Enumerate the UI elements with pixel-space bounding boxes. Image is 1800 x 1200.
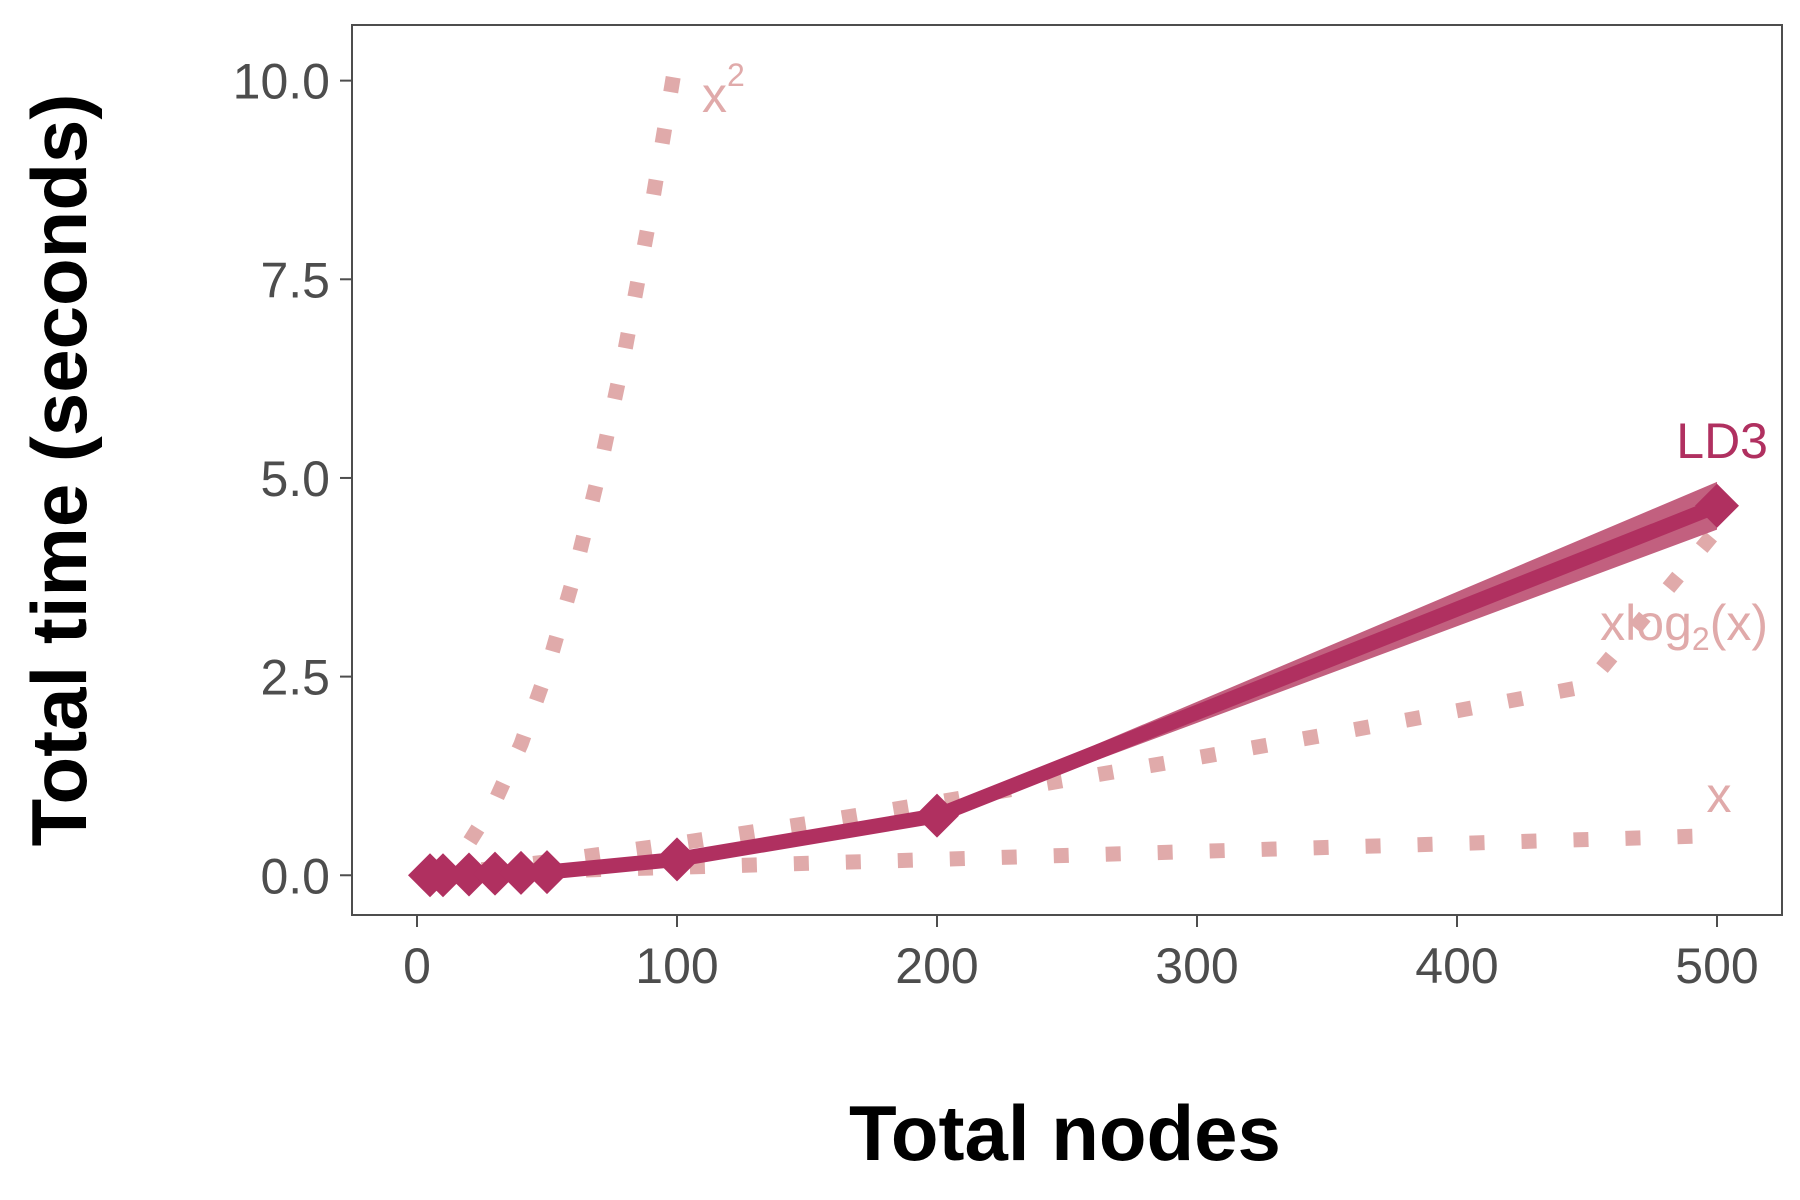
y-axis-title: Total time (seconds) bbox=[15, 94, 103, 847]
x-tick-label: 0 bbox=[403, 938, 431, 994]
series-label-xlog2x-base: xlog bbox=[1600, 595, 1692, 651]
series-label-x-linear: x bbox=[1707, 767, 1732, 823]
data-point-ld3 bbox=[499, 850, 543, 895]
x-axis: 0 100 200 300 400 500 bbox=[403, 915, 1759, 994]
x-tick-label: 500 bbox=[1675, 938, 1758, 994]
data-point-ld3 bbox=[421, 853, 465, 898]
series-label-x-squared-base: x bbox=[702, 67, 727, 123]
data-point-ld3 bbox=[525, 850, 569, 895]
series-label-ld3: LD3 bbox=[1676, 413, 1768, 469]
x-tick-label: 200 bbox=[895, 938, 978, 994]
series-label-xlog2x-subscript: 2 bbox=[1692, 621, 1710, 657]
data-point-ld3 bbox=[473, 851, 517, 896]
series-label-x-squared-superscript: 2 bbox=[727, 57, 745, 93]
plot-panel bbox=[351, 24, 1783, 916]
series-line-dotted-3 bbox=[429, 828, 1718, 882]
y-tick-label: 0.0 bbox=[260, 848, 330, 904]
y-tick-label: 7.5 bbox=[260, 252, 330, 308]
x-tick-label: 400 bbox=[1415, 938, 1498, 994]
y-tick-label: 10.0 bbox=[233, 54, 330, 110]
data-point-ld3 bbox=[655, 837, 699, 882]
series-label-x-linear-text: x bbox=[1707, 767, 1732, 823]
series-label-xlog2x-suffix: (x) bbox=[1710, 595, 1768, 651]
x-tick-label: 100 bbox=[635, 938, 718, 994]
y-tick-label: 2.5 bbox=[260, 650, 330, 706]
series-label-x-squared: x2 bbox=[702, 57, 745, 123]
x-axis-title: Total nodes bbox=[849, 1089, 1281, 1177]
series-label-ld3-text: LD3 bbox=[1676, 413, 1768, 469]
series-line-dotted-2 bbox=[429, 524, 1723, 882]
data-point-ld3 bbox=[1695, 483, 1739, 528]
series-labels: LD3 x2 xlog2(x) x bbox=[702, 57, 1768, 823]
data-point-ld3 bbox=[447, 852, 491, 897]
y-tick-label: 5.0 bbox=[260, 451, 330, 507]
x-tick-label: 300 bbox=[1155, 938, 1238, 994]
series-layer bbox=[408, 53, 1739, 898]
series-label-xlog2x: xlog2(x) bbox=[1600, 595, 1768, 657]
data-point-ld3 bbox=[915, 793, 959, 838]
y-axis: 0.0 2.5 5.0 7.5 10.0 bbox=[233, 54, 352, 904]
